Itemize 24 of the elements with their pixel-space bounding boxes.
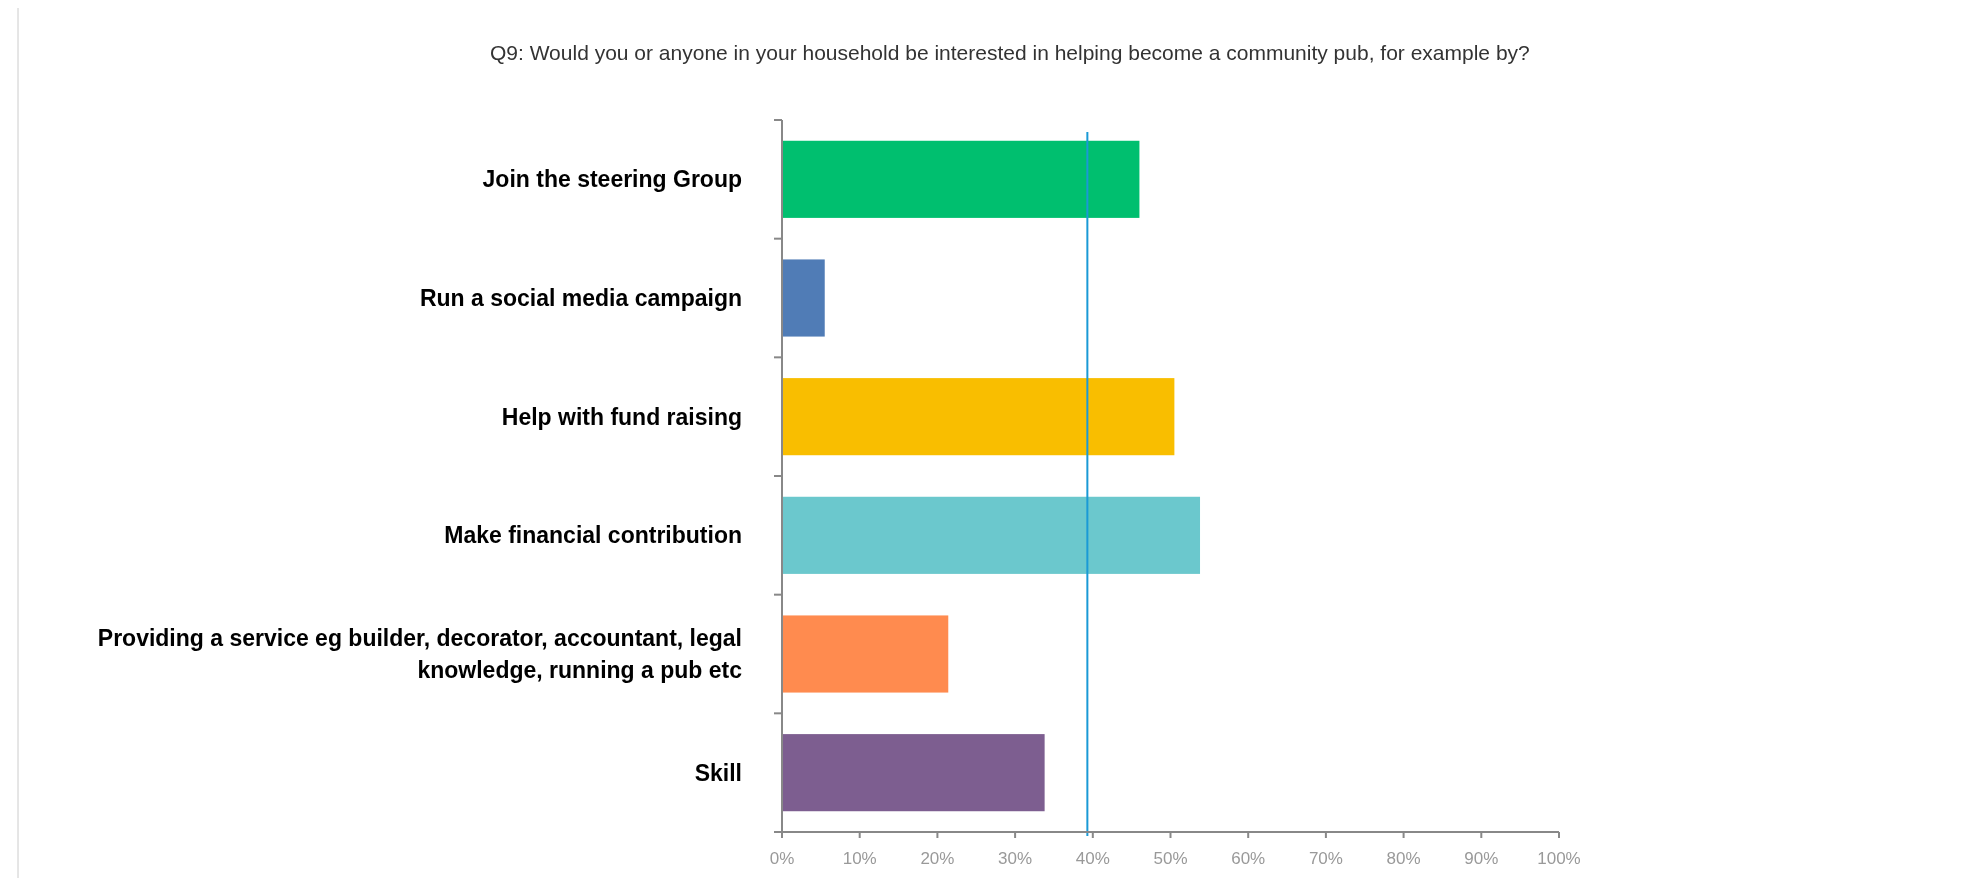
x-tick-label: 80% [1386,849,1421,868]
bar [782,378,1175,456]
x-tick-label: 90% [1464,849,1499,868]
x-tick-label: 30% [998,849,1033,868]
x-tick-label: 50% [1153,849,1188,868]
bar [782,734,1045,812]
bar [782,140,1140,218]
x-tick-label: 40% [1075,849,1110,868]
x-tick-label: 0% [769,849,795,868]
y-tick-label: Make financial contribution [444,522,742,549]
y-tick-label: Join the steering Group [482,166,742,193]
y-tick-label: Providing a service eg builder, decorator, accountant, legal knowledge, running a pub etc [97,625,743,683]
y-tick-label: Help with fund raising [501,403,742,430]
y-tick-label: Skill [694,759,742,786]
x-tick-label: 70% [1308,849,1343,868]
y-tick-label: Run a social media campaign [419,285,742,311]
chart-title: Q9: Would you or anyone in your household be interested in helping become a community pub, for example by? [490,41,1530,64]
bar [782,615,949,693]
x-tick-label: 20% [920,849,955,868]
bar [782,496,1201,574]
x-tick-label: 100% [1537,849,1581,868]
bar [782,259,825,337]
x-tick-label: 10% [842,849,877,868]
x-tick-label: 60% [1231,849,1266,868]
